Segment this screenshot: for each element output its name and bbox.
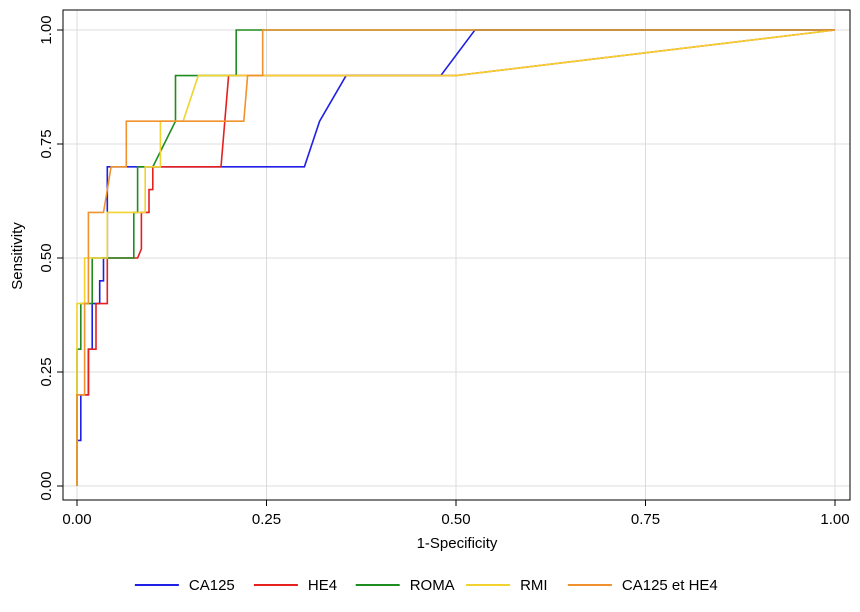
legend-item: CA125 et HE4 <box>567 577 718 594</box>
series-layer <box>76 29 836 486</box>
x-tick-label: 0.50 <box>441 511 470 528</box>
y-axis-label: Sensitivity <box>9 222 26 290</box>
y-tick-label: 0.50 <box>38 243 55 272</box>
legend-label: ROMA <box>410 577 455 594</box>
legend-item: HE4 <box>253 577 337 594</box>
series-line-he4 <box>76 29 836 486</box>
legend-item: ROMA <box>355 577 455 594</box>
y-tick-label: 0.00 <box>38 471 55 500</box>
axis-layer: 0.00 0.25 0.50 0.75 1.00 0.00 0.25 0.50 0.75 1.00 <box>38 15 850 528</box>
legend-item: RMI <box>466 577 548 594</box>
y-tick-label: 0.25 <box>38 357 55 386</box>
legend-label: RMI <box>520 577 548 594</box>
y-tick-label: 1.00 <box>38 15 55 44</box>
legend: CA125 HE4 ROMA RMI CA125 et HE4 <box>134 577 718 594</box>
series-line-rmi <box>76 29 836 486</box>
x-tick-label: 0.00 <box>62 511 91 528</box>
x-tick-label: 1.00 <box>820 511 849 528</box>
legend-label: CA125 <box>189 577 235 594</box>
legend-label: HE4 <box>308 577 337 594</box>
x-tick-label: 0.25 <box>252 511 281 528</box>
legend-label: CA125 et HE4 <box>622 577 718 594</box>
legend-item: CA125 <box>134 577 235 594</box>
x-tick-label: 0.75 <box>631 511 660 528</box>
y-tick-label: 0.75 <box>38 129 55 158</box>
x-axis-label: 1-Specificity <box>417 535 498 552</box>
series-line-ca125-et-he4 <box>76 29 835 486</box>
